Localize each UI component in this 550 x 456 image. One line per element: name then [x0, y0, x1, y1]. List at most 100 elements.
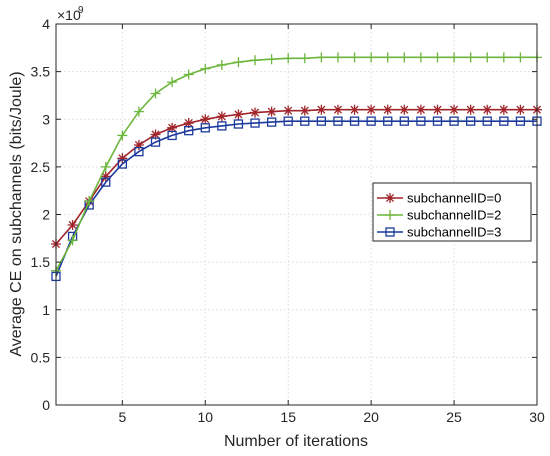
data-point: [316, 104, 327, 115]
series-layer: [51, 52, 542, 282]
data-point: [399, 116, 409, 126]
data-point: [217, 121, 227, 131]
y-tick-label: 2: [42, 207, 50, 223]
data-point: [432, 52, 443, 63]
data-point: [117, 130, 128, 141]
data-point: [101, 177, 111, 187]
data-point: [200, 63, 211, 74]
data-point: [67, 219, 78, 230]
x-tick-label: 15: [280, 409, 296, 425]
data-point: [150, 137, 161, 147]
data-point: [316, 116, 327, 126]
data-point: [465, 104, 476, 115]
y-tick-label: 4: [42, 16, 50, 32]
data-point: [117, 153, 128, 164]
data-point: [465, 52, 476, 63]
data-point: [283, 105, 294, 116]
data-point: [183, 69, 194, 80]
data-point: [415, 52, 426, 63]
data-point: [415, 104, 426, 115]
data-point: [498, 104, 509, 115]
legend-marker: [385, 193, 395, 203]
x-tick-label: 10: [197, 409, 213, 425]
data-point: [449, 104, 460, 115]
data-point: [216, 111, 227, 122]
x-tick-label: 20: [363, 409, 379, 425]
data-point: [250, 55, 261, 66]
data-point: [266, 54, 277, 65]
data-point: [482, 116, 492, 126]
tick-labels: 5 10 15 20 25 30 0 0.5 1 1.5 2 2.5 3 3.5 4: [31, 16, 545, 425]
series-subchannelID=2: [51, 52, 542, 276]
data-point: [382, 52, 393, 63]
legend: subchannelID=0 subchannelID=2 subchannelID…: [372, 182, 532, 242]
legend-item: subchannelID=0: [377, 191, 501, 206]
data-point: [250, 118, 260, 128]
data-point: [299, 105, 310, 116]
data-point: [432, 116, 443, 126]
data-point: [515, 52, 526, 63]
legend-label: subchannelID=0: [407, 191, 501, 206]
data-point: [482, 104, 493, 115]
series-line: [55, 120, 537, 277]
data-point: [416, 116, 426, 126]
x-axis-label: Number of iterations: [224, 433, 368, 450]
data-point: [100, 171, 111, 182]
data-point: [133, 139, 144, 150]
x-tick-label: 25: [446, 409, 462, 425]
data-point: [515, 116, 526, 126]
legend-marker: [385, 227, 395, 237]
x-tick-label: 5: [118, 409, 126, 425]
data-point: [432, 104, 443, 115]
data-point: [466, 116, 476, 126]
data-point: [399, 52, 410, 63]
y-tick-label: 3.5: [31, 64, 51, 80]
data-point: [399, 104, 410, 115]
data-point: [366, 104, 377, 115]
data-point: [167, 130, 177, 141]
y-tick-label: 2.5: [31, 159, 51, 175]
data-point: [183, 118, 194, 129]
data-point: [332, 52, 343, 63]
data-point: [100, 161, 111, 172]
data-point: [216, 59, 227, 70]
data-point: [349, 116, 360, 126]
data-point: [449, 52, 460, 63]
y-tick-label: 1.5: [31, 254, 51, 270]
data-point: [184, 126, 194, 136]
data-point: [498, 52, 509, 63]
data-point: [332, 104, 343, 115]
data-point: [300, 116, 310, 126]
y-axis-label: Average CE on subchannels (bits/Joule): [8, 71, 25, 356]
data-point: [366, 116, 376, 126]
legend-item: subchannelID=2: [377, 208, 501, 223]
y-tick-label: 0: [42, 397, 50, 413]
data-point: [283, 116, 293, 126]
data-point: [117, 159, 127, 169]
data-point: [233, 57, 244, 68]
data-point: [167, 122, 178, 133]
data-point: [200, 114, 211, 125]
data-point: [333, 116, 343, 126]
ticks: [56, 23, 538, 406]
data-point: [366, 52, 377, 63]
data-point: [283, 53, 294, 64]
y-tick-label: 1: [42, 302, 50, 318]
legend-marker: [385, 210, 395, 220]
data-point: [167, 77, 178, 88]
data-point: [84, 196, 95, 207]
data-point: [266, 106, 277, 117]
data-point: [133, 106, 144, 117]
scale-label: ×10: [57, 7, 81, 23]
y-tick-label: 0.5: [31, 349, 51, 365]
series-subchannelID=3: [51, 116, 542, 282]
data-point: [499, 116, 509, 126]
scale-exponent: 9: [78, 5, 84, 16]
x-tick-label: 30: [529, 409, 545, 425]
data-point: [150, 129, 161, 140]
legend-label: subchannelID=3: [407, 225, 501, 240]
data-point: [316, 52, 327, 63]
data-point: [233, 119, 244, 129]
data-point: [383, 116, 393, 126]
